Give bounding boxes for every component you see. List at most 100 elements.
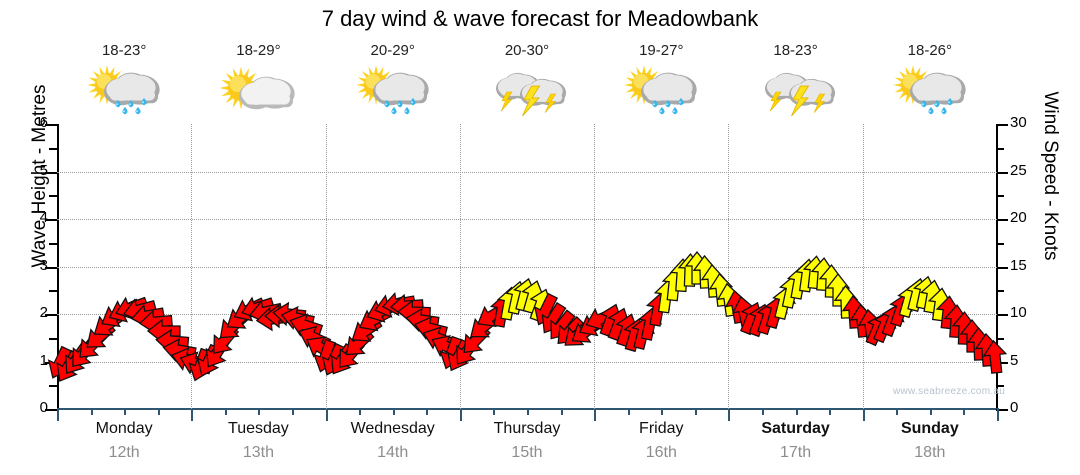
- right-axis-tick: [996, 242, 1004, 245]
- temperature-label-tuesday: 18-29°: [236, 42, 281, 59]
- left-axis-tick: [49, 385, 57, 388]
- bottom-axis-tick: [896, 408, 899, 415]
- bottom-axis-tick: [157, 408, 160, 415]
- left-axis-tick: [45, 219, 57, 221]
- gridline-horizontal: [57, 219, 997, 220]
- left-tick-label: 0: [39, 399, 48, 416]
- sun-cloud-icon: [198, 64, 318, 122]
- day-name-monday: Monday: [95, 420, 153, 437]
- bottom-axis-tick: [426, 408, 429, 415]
- temperature-label-sunday: 18-26°: [907, 42, 953, 59]
- bottom-axis-tick: [963, 408, 966, 415]
- gridline-horizontal: [57, 361, 997, 363]
- left-axis-tick: [45, 409, 57, 411]
- left-axis-tick: [49, 147, 57, 150]
- bottom-axis-tick: [862, 408, 865, 421]
- day-date-wednesday: 14th: [377, 444, 409, 461]
- left-axis-tick: [49, 337, 57, 340]
- left-tick-label: 6: [39, 114, 48, 131]
- plot-area: [47, 124, 1008, 409]
- bottom-axis-tick: [90, 408, 93, 415]
- temperature-label-friday: 19-27°: [639, 42, 684, 59]
- right-axis-tick: [996, 337, 1004, 340]
- day-name-sunday: Sunday: [900, 420, 959, 437]
- bottom-axis-tick: [124, 408, 127, 415]
- bottom-axis-tick: [762, 408, 764, 415]
- gridline-vertical: [728, 124, 730, 409]
- bottom-axis-tick: [728, 408, 731, 421]
- thunderstorm-icon: [736, 64, 856, 122]
- site-watermark: www.seabreeze.com.au: [893, 386, 1006, 397]
- bottom-axis-tick: [57, 408, 59, 421]
- sun-cloud-rain-icon: [64, 64, 184, 122]
- gridline-vertical: [862, 124, 864, 409]
- temperature-label-monday: 18-23°: [101, 42, 147, 59]
- day-date-saturday: 17th: [779, 444, 812, 461]
- gridline-horizontal: [57, 171, 997, 173]
- page-title: 7 day wind & wave forecast for Meadowban…: [321, 6, 759, 31]
- right-tick-label: 20: [1010, 209, 1027, 226]
- bottom-axis-tick: [392, 408, 395, 415]
- right-axis-tick: [996, 124, 1008, 126]
- bottom-axis-tick: [661, 408, 664, 415]
- bottom-axis-tick: [459, 408, 462, 421]
- left-tick-label: 1: [39, 351, 48, 369]
- gridline-vertical: [191, 124, 193, 409]
- bottom-axis-tick: [560, 408, 563, 415]
- left-axis-tick: [45, 314, 57, 316]
- right-axis-tick: [996, 171, 1008, 174]
- bottom-axis-tick: [325, 408, 328, 421]
- day-date-friday: 16th: [645, 444, 677, 461]
- right-tick-label: 15: [1010, 256, 1027, 274]
- day-name-tuesday: Tuesday: [228, 420, 289, 437]
- bottom-axis-tick: [493, 408, 496, 415]
- temperature-label-saturday: 18-23°: [773, 42, 818, 59]
- right-axis-tick: [996, 290, 1004, 293]
- day-name-saturday: Saturday: [761, 420, 830, 437]
- right-axis-tick: [996, 219, 1008, 221]
- day-date-sunday: 18th: [914, 444, 946, 461]
- day-name-wednesday: Wednesday: [350, 420, 435, 437]
- gridline-vertical: [325, 124, 327, 409]
- right-axis-tick: [996, 361, 1008, 364]
- right-tick-label: 10: [1010, 304, 1027, 321]
- gridline-vertical: [594, 124, 596, 409]
- right-axis-tick: [996, 266, 1008, 269]
- gridline-horizontal: [57, 266, 997, 268]
- bottom-axis-tick: [929, 408, 932, 415]
- left-axis-tick: [45, 171, 57, 174]
- bottom-axis-tick: [795, 408, 798, 415]
- sun-cloud-rain-icon: [333, 64, 453, 122]
- bottom-axis-tick: [191, 408, 194, 421]
- bottom-axis-tick: [359, 408, 362, 415]
- right-axis-tick: [996, 314, 1008, 316]
- temperature-label-thursday: 20-30°: [504, 42, 550, 59]
- left-axis-tick: [49, 290, 57, 293]
- left-tick-label: 4: [39, 209, 48, 226]
- left-axis-tick: [49, 242, 57, 245]
- right-tick-label: 25: [1010, 161, 1027, 179]
- gridline-horizontal: [57, 314, 997, 315]
- right-axis-tick: [996, 195, 1004, 198]
- left-tick-label: 5: [39, 161, 48, 179]
- bottom-axis-tick: [224, 408, 227, 415]
- bottom-axis-tick: [292, 408, 294, 415]
- left-axis-tick: [49, 195, 57, 198]
- bottom-axis-tick: [829, 408, 832, 415]
- day-date-thursday: 15th: [511, 444, 543, 461]
- left-tick-label: 2: [39, 304, 48, 321]
- bottom-axis-tick: [694, 408, 697, 415]
- right-axis-tick: [996, 147, 1004, 150]
- right-tick-label: 5: [1010, 351, 1019, 369]
- bottom-axis-tick: [627, 408, 630, 415]
- left-axis-tick: [45, 124, 57, 126]
- right-tick-label: 0: [1010, 399, 1019, 416]
- bottom-axis-tick: [997, 408, 999, 421]
- day-date-monday: 12th: [108, 444, 140, 461]
- right-axis-label: Wind Speed - Knots: [1040, 91, 1061, 261]
- right-axis-tick: [996, 385, 1004, 388]
- temperature-label-wednesday: 20-29°: [370, 42, 415, 59]
- bottom-axis-tick: [594, 408, 597, 421]
- sun-cloud-rain-icon: [601, 64, 721, 122]
